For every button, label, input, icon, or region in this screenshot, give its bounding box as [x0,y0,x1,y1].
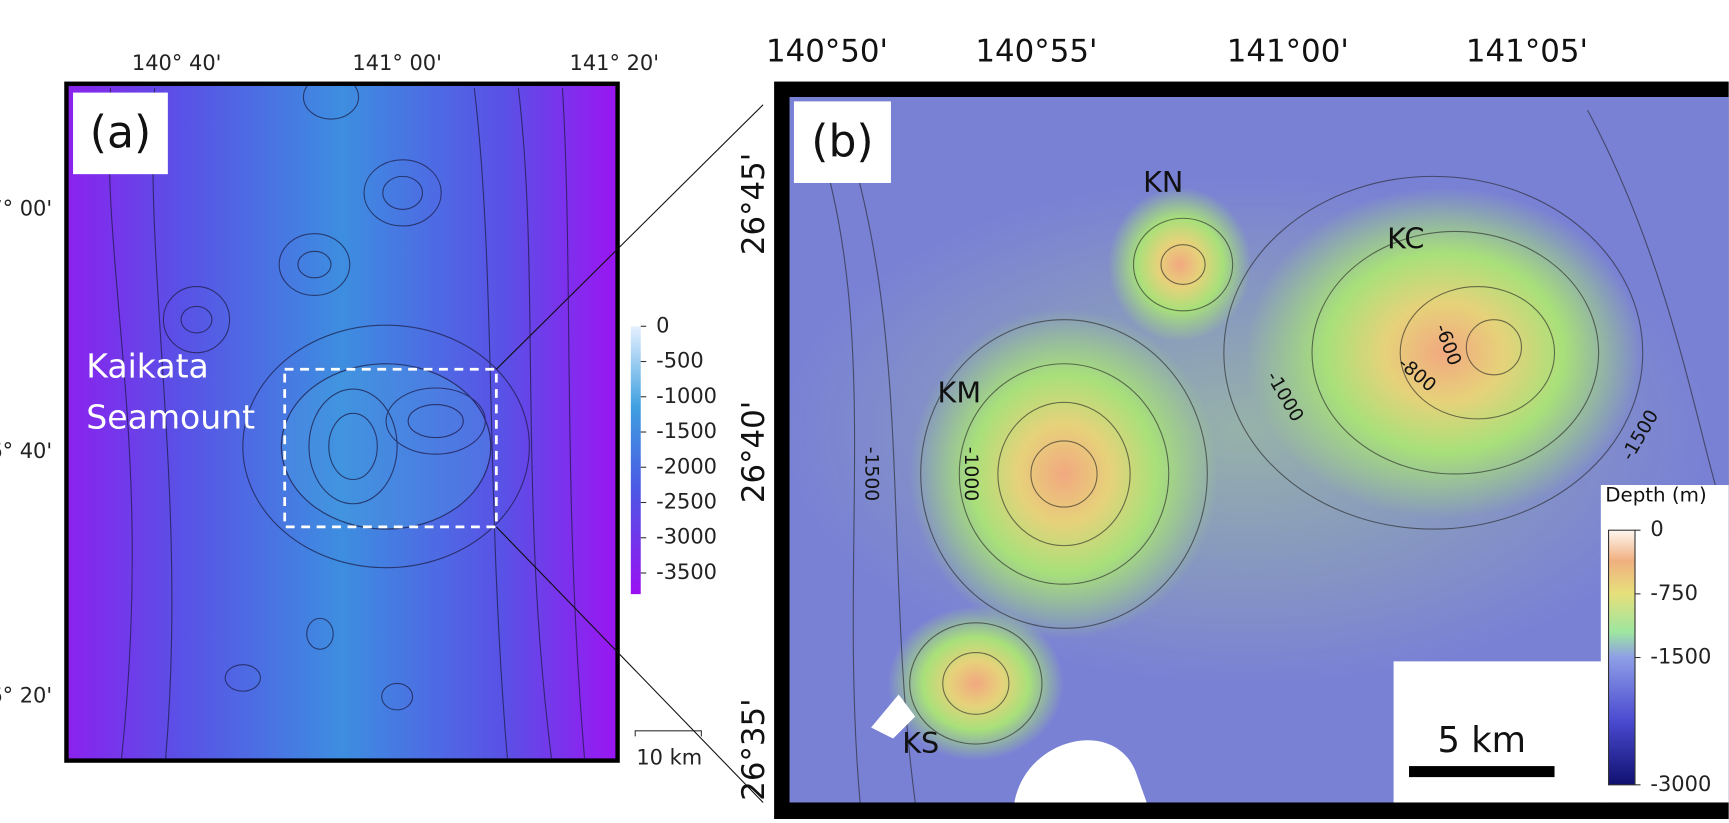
scale-label: 10 km [636,745,702,769]
colorbar-label: -1500 [1650,645,1711,669]
colorbar [1607,529,1636,786]
y-label: 26°45' [736,153,772,255]
colorbar-label: 0 [1650,517,1663,541]
contour-label: -1000 [960,447,981,501]
colorbar-label: -3000 [1650,772,1711,796]
x-label: 141°05' [1466,33,1588,69]
label-box [73,92,168,175]
annotation: Seamount [86,397,255,436]
colorbar-label: -3000 [656,525,717,549]
scale-bar [634,730,702,737]
label-box [793,101,891,183]
y-label: 26°35' [736,698,772,800]
scale-bar [1409,766,1555,778]
scale-box [1393,661,1604,803]
relief [789,97,1729,803]
feature-label: KM [938,376,982,410]
colorbar-label: -1500 [656,419,717,443]
colorbar-label: 0 [656,313,669,337]
panel-label: (b) [811,116,873,167]
feature-label: KS [902,726,939,760]
colorbar [630,326,641,595]
colorbar-label: -3500 [656,560,717,584]
x-label: 141°00' [1227,33,1349,69]
colorbar-label: -500 [656,349,704,373]
contour-label: -1500 [861,447,882,501]
x-label: 141° 00' [352,51,441,75]
colorbar-label: -1000 [656,384,717,408]
y-label: 26°40' [736,401,772,503]
panel-label: (a) [90,108,151,159]
y-label: 6° 20' [0,684,52,708]
x-label: 140°50' [766,33,888,69]
x-label: 141° 20' [570,51,660,75]
feature-label: KC [1387,221,1424,255]
y-label: 7° 00' [0,196,52,220]
feature-label: KN [1143,165,1183,199]
scale-label: 5 km [1438,720,1526,761]
colorbar-title: Depth (m) [1605,484,1706,507]
colorbar-label: -2500 [656,489,717,513]
colorbar-label: -2000 [656,454,717,478]
map-a [68,85,616,759]
annotation: Kaikata [86,347,209,386]
zoom-line [495,104,764,370]
y-label: 6° 40' [0,439,52,463]
colorbar-label: -750 [1650,581,1698,605]
zoom-line [495,526,764,803]
x-label: 140°55' [975,33,1097,69]
x-label: 140° 40' [132,51,222,75]
